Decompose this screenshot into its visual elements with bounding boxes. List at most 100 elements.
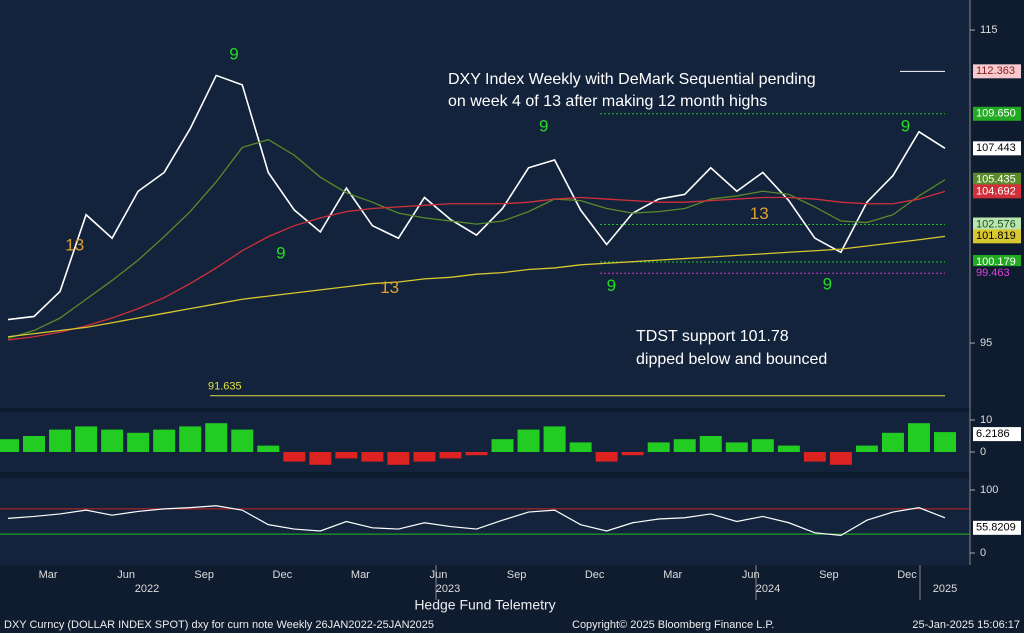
histogram-bar	[491, 439, 514, 452]
value-box	[973, 217, 1021, 232]
histogram-bar	[257, 445, 280, 452]
x-tick-label: Mar	[663, 569, 682, 581]
histogram-bar	[647, 442, 670, 452]
rsi-line	[7, 505, 946, 536]
value-label: 107.443	[976, 142, 1016, 154]
histogram-bar	[517, 429, 540, 452]
histogram-bar	[621, 452, 644, 456]
value-box	[973, 172, 1021, 187]
annotation: on week 4 of 13 after making 12 month hi…	[448, 93, 767, 110]
histogram-bar	[361, 452, 384, 462]
demark-count: 9	[901, 117, 910, 136]
year-label: 2023	[436, 583, 460, 595]
year-label: 2024	[756, 583, 780, 595]
histogram-bar	[49, 429, 72, 452]
x-tick-label: Jun	[430, 569, 448, 581]
histogram-bar	[595, 452, 618, 462]
y-tick-label: 0	[980, 547, 986, 559]
annotation: DXY Index Weekly with DeMark Sequential …	[448, 71, 816, 88]
copyright: Copyright© 2025 Bloomberg Finance L.P.	[572, 619, 774, 631]
histogram-bar	[439, 452, 462, 459]
annotation: dipped below and bounced	[636, 351, 827, 368]
value-box	[973, 520, 1021, 535]
value-box	[973, 229, 1021, 244]
histogram-bar	[569, 442, 592, 452]
value-label: 112.363	[976, 65, 1015, 77]
value-box	[973, 64, 1021, 79]
demark-count: 9	[229, 45, 238, 64]
series-line	[7, 235, 946, 338]
value-label: 55.8209	[976, 522, 1016, 534]
value-label: 101.819	[976, 230, 1016, 242]
histogram-bar	[179, 426, 202, 452]
timestamp: 25-Jan-2025 15:06:17	[912, 619, 1020, 631]
histogram-bar	[673, 439, 696, 452]
x-tick-label: Dec	[585, 569, 605, 581]
histogram-bar	[777, 445, 800, 452]
demark-count: 13	[65, 236, 84, 255]
histogram-bar	[751, 439, 774, 452]
value-label: 104.692	[976, 185, 1016, 197]
histogram-bar	[725, 442, 748, 452]
x-tick-label: Sep	[819, 569, 839, 581]
y-tick-label: 115	[980, 24, 998, 36]
series-line	[7, 190, 946, 341]
y-tick-label: 100	[980, 484, 998, 496]
histogram-bar	[231, 429, 254, 452]
histogram-bar	[335, 452, 358, 459]
level-label: 91.635	[208, 381, 242, 393]
rsi-panel	[0, 478, 970, 565]
annotation: TDST support 101.78	[636, 328, 789, 345]
x-tick-label: Mar	[39, 569, 58, 581]
y-tick-label: 10	[980, 414, 992, 426]
histogram-bar	[309, 452, 332, 465]
y-tick-label: 0	[980, 446, 986, 458]
demark-count: 9	[607, 276, 616, 295]
value-label: 105.435	[976, 174, 1016, 186]
demark-count: 9	[823, 275, 832, 294]
x-tick-label: Dec	[273, 569, 293, 581]
x-tick-label: Sep	[507, 569, 527, 581]
x-tick-label: Mar	[351, 569, 370, 581]
histogram-bar	[75, 426, 98, 452]
histogram-bar	[413, 452, 436, 462]
histogram-bar	[0, 439, 19, 452]
series-line	[7, 74, 946, 321]
demark-count: 9	[276, 243, 285, 262]
x-tick-label: Sep	[194, 569, 214, 581]
histogram-bar	[205, 423, 228, 452]
x-tick-label: Dec	[897, 569, 917, 581]
demark-count: 13	[750, 204, 769, 223]
demark-count: 9	[539, 117, 548, 136]
year-label: 2022	[135, 583, 159, 595]
histogram-bar	[283, 452, 306, 462]
histogram-bar	[23, 436, 46, 452]
security: DXY Curncy (DOLLAR INDEX SPOT) dxy for c…	[4, 619, 434, 631]
value-label: 102.576	[976, 218, 1016, 230]
brand: Hedge Fund Telemetry	[414, 597, 555, 613]
value-box	[973, 427, 1021, 442]
histogram-bar	[127, 432, 150, 452]
histogram-bar	[387, 452, 410, 465]
value-label: 99.463	[976, 267, 1010, 279]
histogram-bar	[881, 432, 904, 452]
value-label: 109.650	[976, 108, 1016, 120]
x-tick-label: Jun	[117, 569, 135, 581]
histogram-bar	[543, 426, 566, 452]
value-label: 6.2186	[976, 428, 1010, 440]
value-box	[973, 184, 1021, 199]
year-label: 2025	[933, 583, 957, 595]
histogram-bar	[907, 423, 930, 452]
histogram-bar	[803, 452, 826, 462]
value-box	[973, 254, 1021, 269]
value-box	[973, 266, 1021, 281]
histogram-bar	[699, 436, 722, 452]
y-tick-label: 95	[980, 337, 992, 349]
histogram-bar	[465, 452, 488, 456]
value-box	[973, 106, 1021, 121]
demark-count: 13	[380, 278, 399, 297]
histogram-bar	[101, 429, 124, 452]
histogram-bar	[855, 445, 878, 452]
value-label: 100.179	[976, 256, 1016, 268]
